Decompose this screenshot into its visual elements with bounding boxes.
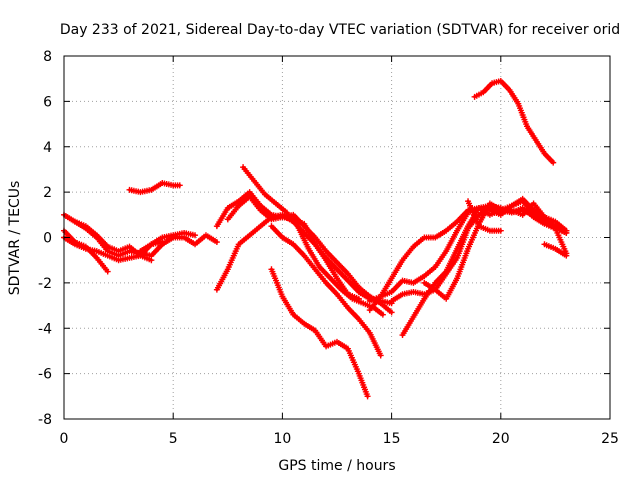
data-series bbox=[240, 164, 386, 318]
data-point bbox=[550, 159, 557, 166]
data-point bbox=[192, 232, 199, 239]
axis-ticks: 0 5 10 15 20 25 -8 -6 -4 -2 0 2 4 6 8 bbox=[38, 49, 619, 447]
y-tick-label: -8 bbox=[38, 412, 52, 428]
data-points bbox=[61, 77, 570, 400]
data-point bbox=[377, 352, 384, 359]
data-point bbox=[563, 227, 570, 234]
x-tick-label: 25 bbox=[601, 431, 619, 447]
y-tick-label: 4 bbox=[43, 140, 52, 156]
data-series bbox=[224, 193, 395, 316]
data-point bbox=[364, 393, 371, 400]
data-point bbox=[563, 252, 570, 259]
data-point bbox=[104, 268, 111, 275]
data-series bbox=[268, 223, 384, 359]
data-series bbox=[471, 77, 557, 166]
data-point bbox=[176, 182, 183, 189]
data-series bbox=[71, 218, 155, 264]
data-point bbox=[148, 257, 155, 264]
x-tick-label: 10 bbox=[273, 431, 291, 447]
x-tick-label: 15 bbox=[383, 431, 401, 447]
data-point bbox=[379, 311, 386, 318]
data-point bbox=[213, 239, 220, 246]
data-point bbox=[497, 227, 504, 234]
y-tick-label: -6 bbox=[38, 367, 52, 383]
x-tick-label: 20 bbox=[492, 431, 510, 447]
y-tick-label: -4 bbox=[38, 321, 52, 337]
data-series bbox=[137, 229, 199, 255]
y-tick-label: 8 bbox=[43, 49, 52, 65]
y-axis-label: SDTVAR / TECUs bbox=[7, 181, 23, 296]
y-tick-label: 2 bbox=[43, 185, 52, 201]
x-tick-label: 5 bbox=[169, 431, 178, 447]
data-series bbox=[541, 241, 570, 259]
x-axis-label: GPS time / hours bbox=[278, 458, 395, 474]
y-tick-label: 6 bbox=[43, 94, 52, 110]
y-tick-label: -2 bbox=[38, 276, 52, 292]
data-series bbox=[465, 198, 504, 234]
x-tick-label: 0 bbox=[60, 431, 69, 447]
data-series bbox=[268, 266, 371, 400]
y-tick-label: 0 bbox=[43, 231, 52, 247]
chart-title: Day 233 of 2021, Sidereal Day-to-day VTE… bbox=[60, 22, 620, 38]
data-point bbox=[388, 309, 395, 316]
data-series bbox=[126, 180, 183, 196]
data-series bbox=[421, 195, 570, 302]
